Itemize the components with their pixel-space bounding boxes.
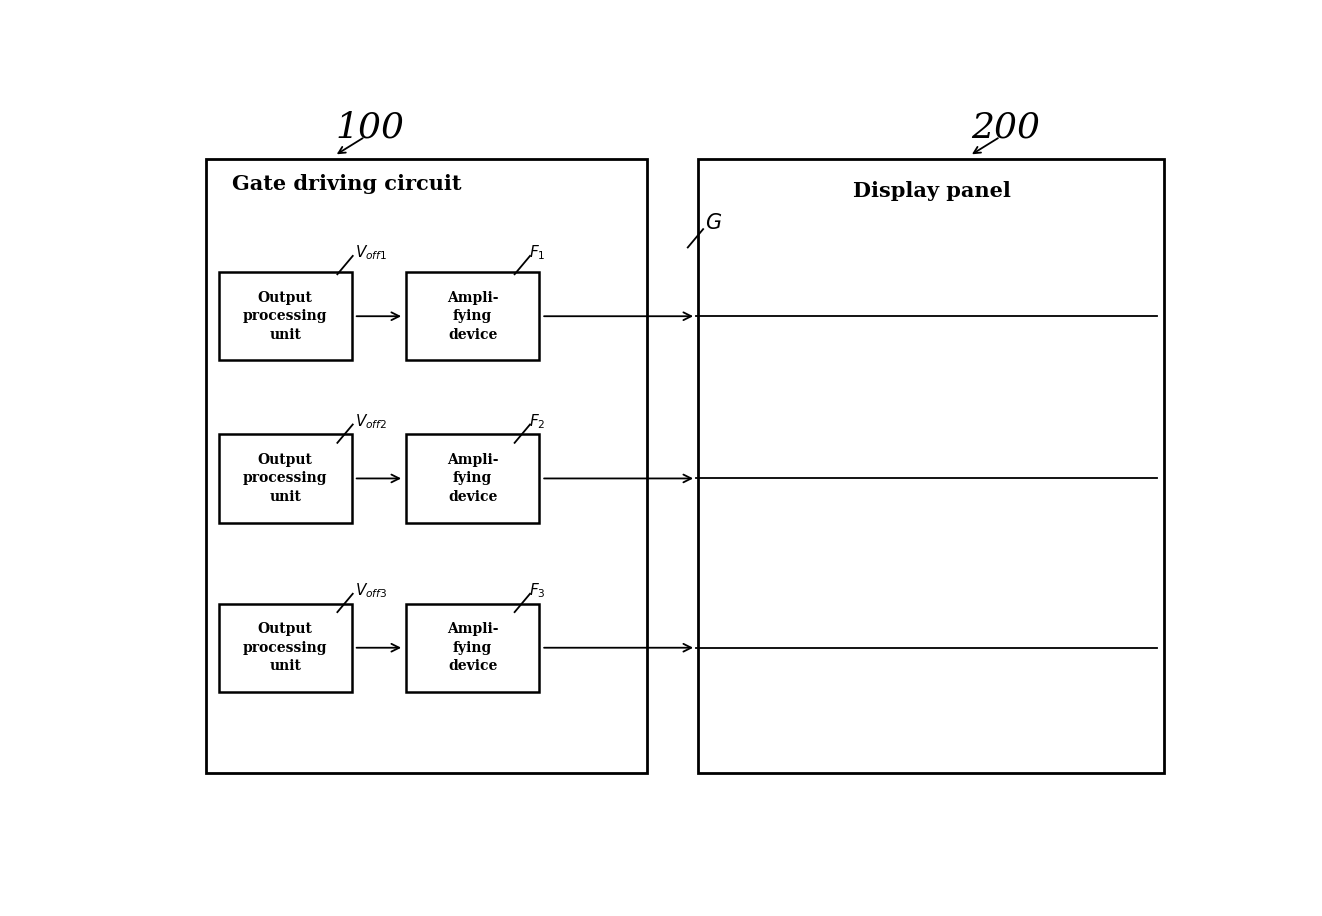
Text: Gate driving circuit: Gate driving circuit: [231, 174, 461, 194]
Bar: [218, 434, 352, 522]
Text: $F_{3}$: $F_{3}$: [529, 582, 546, 600]
Bar: [206, 159, 646, 773]
Bar: [406, 272, 539, 360]
Text: Ampli-
fying
device: Ampli- fying device: [447, 290, 498, 342]
Text: $G$: $G$: [705, 213, 722, 234]
Bar: [218, 604, 352, 692]
Text: Output
processing
unit: Output processing unit: [243, 622, 328, 673]
Text: $V_{off1}$: $V_{off1}$: [354, 243, 387, 262]
Bar: [406, 604, 539, 692]
Text: $V_{off2}$: $V_{off2}$: [354, 412, 387, 431]
Text: $F_{1}$: $F_{1}$: [529, 243, 546, 262]
Text: Output
processing
unit: Output processing unit: [243, 453, 328, 504]
Bar: [698, 159, 1165, 773]
Bar: [218, 272, 352, 360]
Text: 200: 200: [970, 111, 1040, 145]
Text: Display panel: Display panel: [853, 181, 1010, 201]
Text: Ampli-
fying
device: Ampli- fying device: [447, 622, 498, 673]
Text: 100: 100: [336, 111, 405, 145]
Text: Ampli-
fying
device: Ampli- fying device: [447, 453, 498, 504]
Text: Output
processing
unit: Output processing unit: [243, 290, 328, 342]
Text: $V_{off3}$: $V_{off3}$: [354, 582, 387, 600]
Text: $F_{2}$: $F_{2}$: [529, 412, 546, 431]
Bar: [406, 434, 539, 522]
